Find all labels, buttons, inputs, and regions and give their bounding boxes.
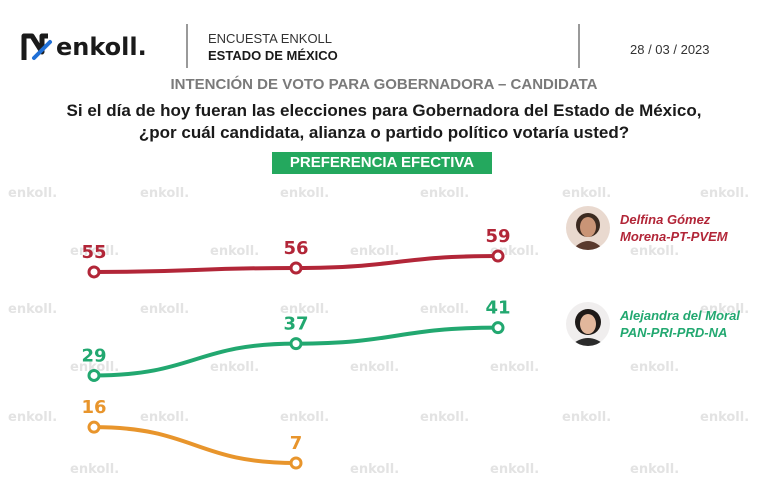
data-label: 37: [283, 314, 308, 335]
header: enkoll. ENCUESTA ENKOLL ESTADO DE MÉXICO…: [0, 0, 768, 72]
survey-date: 28 / 03 / 2023: [630, 42, 710, 57]
watermark: enkoll.: [562, 186, 612, 201]
watermark: enkoll.: [70, 462, 120, 477]
data-point: [491, 249, 505, 263]
delfina-name: Delfina Gómez: [620, 212, 711, 227]
watermark: enkoll.: [280, 302, 330, 317]
watermark: enkoll.: [280, 410, 330, 425]
alejandra-portrait-icon: [566, 302, 610, 346]
watermark: enkoll.: [140, 302, 190, 317]
delfina-portrait-icon: [566, 206, 610, 250]
watermark: enkoll.: [490, 462, 540, 477]
survey-question: Si el día de hoy fueran las elecciones p…: [0, 100, 768, 144]
delfina-party: Morena-PT-PVEM: [620, 229, 728, 244]
chart-subtitle: INTENCIÓN DE VOTO PARA GOBERNADORA – CAN…: [170, 76, 598, 93]
header-divider-right: [578, 24, 580, 68]
watermark: enkoll.: [630, 244, 680, 259]
watermark: enkoll.: [8, 302, 58, 317]
watermark: enkoll.: [700, 410, 750, 425]
question-line-1: Si el día de hoy fueran las elecciones p…: [66, 101, 702, 120]
watermark: enkoll.: [630, 462, 680, 477]
watermark: enkoll.: [700, 186, 750, 201]
survey-name: ENCUESTA ENKOLL: [208, 31, 333, 46]
watermark: enkoll.: [210, 360, 260, 375]
series-line-2: [92, 425, 298, 465]
delfina-photo: [566, 206, 610, 250]
candidate-alejandra: Alejandra del Moral PAN-PRI-PRD-NA: [566, 302, 740, 346]
watermark: enkoll.: [350, 244, 400, 259]
watermark: enkoll.: [70, 360, 120, 375]
alejandra-photo: [566, 302, 610, 346]
logo-text: enkoll.: [56, 33, 147, 61]
header-divider-left: [186, 24, 188, 68]
survey-info: ENCUESTA ENKOLL ESTADO DE MÉXICO: [208, 30, 338, 64]
watermark: enkoll.: [350, 360, 400, 375]
data-label: 29: [81, 345, 106, 366]
data-label: 41: [485, 298, 510, 319]
enkoll-logo: enkoll.: [20, 30, 147, 64]
watermark: enkoll.: [280, 186, 330, 201]
watermark: enkoll.: [700, 302, 750, 317]
data-point: [87, 420, 101, 434]
question-line-2: ¿por cuál candidata, alianza o partido p…: [138, 123, 630, 142]
data-label: 55: [81, 242, 106, 263]
series-line-1: [92, 325, 500, 378]
watermark: enkoll.: [210, 244, 260, 259]
data-point: [289, 456, 303, 470]
data-label: 56: [283, 238, 308, 259]
watermark: enkoll.: [420, 302, 470, 317]
candidate-delfina: Delfina Gómez Morena-PT-PVEM: [566, 206, 728, 250]
data-point: [289, 337, 303, 351]
alejandra-party: PAN-PRI-PRD-NA: [620, 325, 728, 340]
watermark: enkoll.: [140, 186, 190, 201]
data-point: [87, 265, 101, 279]
watermark: enkoll.: [490, 360, 540, 375]
watermark: enkoll.: [140, 410, 190, 425]
watermark: enkoll.: [420, 186, 470, 201]
watermark: enkoll.: [350, 462, 400, 477]
data-label: 59: [485, 226, 510, 247]
watermark: enkoll.: [70, 244, 120, 259]
watermark: enkoll.: [562, 410, 612, 425]
data-point: [289, 261, 303, 275]
effective-preference-badge: PREFERENCIA EFECTIVA: [272, 152, 492, 174]
data-point: [87, 368, 101, 382]
survey-state: ESTADO DE MÉXICO: [208, 48, 338, 63]
watermark: enkoll.: [8, 186, 58, 201]
watermark: enkoll.: [8, 410, 58, 425]
watermark: enkoll.: [420, 410, 470, 425]
data-label: 16: [81, 397, 106, 418]
enkoll-logo-icon: [21, 33, 52, 60]
delfina-label: Delfina Gómez Morena-PT-PVEM: [620, 211, 728, 245]
watermark: enkoll.: [630, 360, 680, 375]
alejandra-name: Alejandra del Moral: [620, 308, 740, 323]
data-label: 7: [290, 433, 303, 454]
alejandra-label: Alejandra del Moral PAN-PRI-PRD-NA: [620, 307, 740, 341]
data-point: [491, 321, 505, 335]
